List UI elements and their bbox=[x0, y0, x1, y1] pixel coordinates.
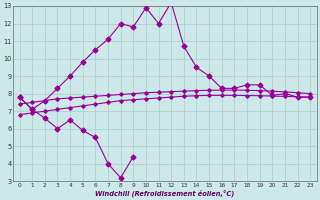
X-axis label: Windchill (Refroidissement éolien,°C): Windchill (Refroidissement éolien,°C) bbox=[95, 189, 235, 197]
